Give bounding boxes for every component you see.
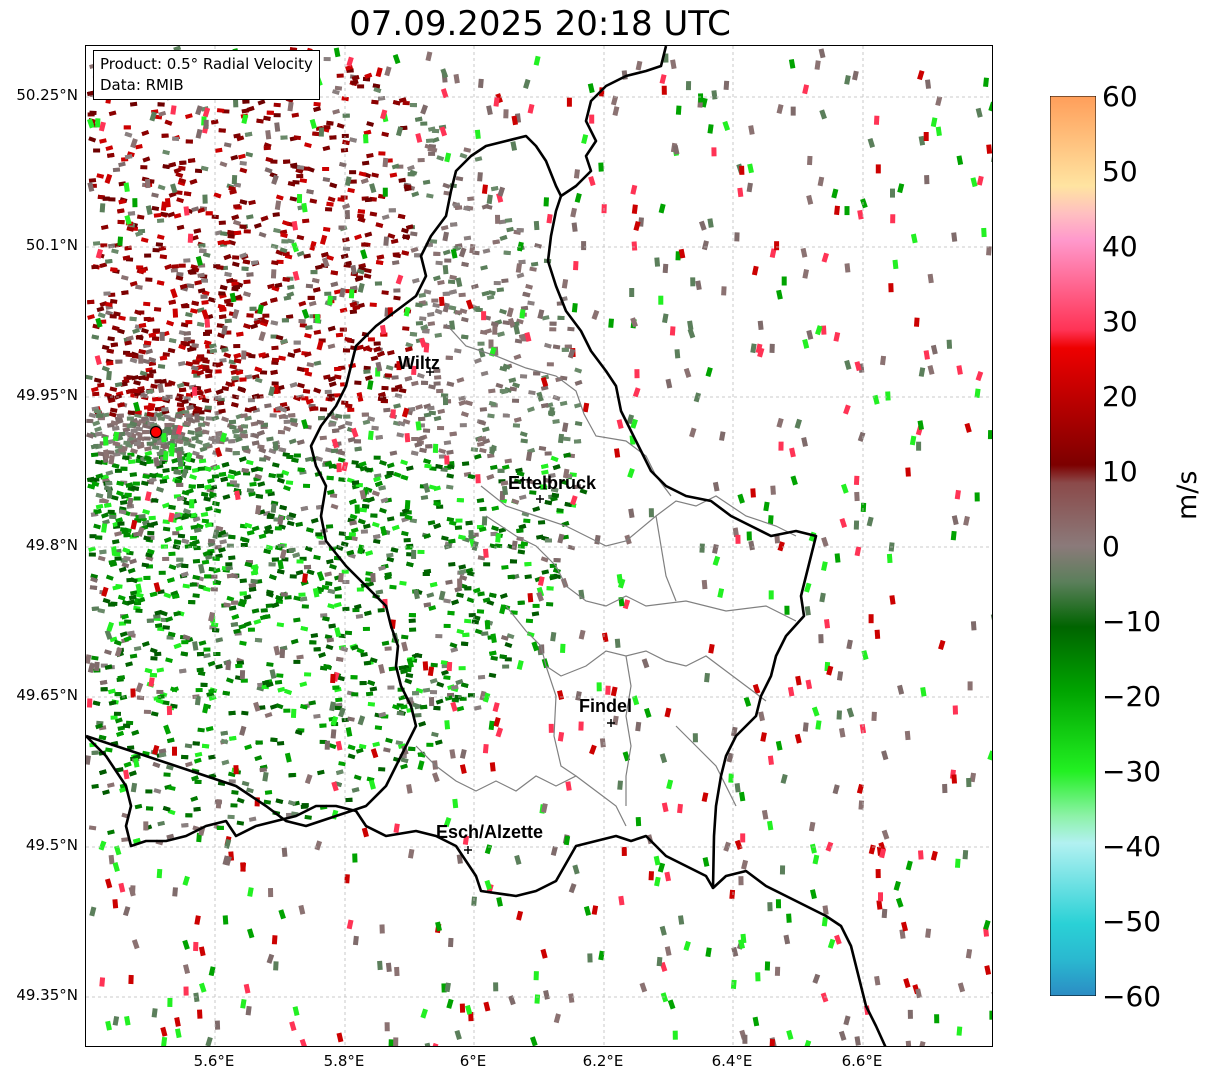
colorbar-tick: 30 bbox=[1102, 305, 1138, 338]
colorbar-tick: −30 bbox=[1102, 755, 1162, 788]
country-borders bbox=[86, 46, 887, 1046]
colorbar-tick: 20 bbox=[1102, 380, 1138, 413]
lat-tick-label: 50.1°N bbox=[25, 236, 78, 254]
lat-tick-label: 49.95°N bbox=[16, 386, 78, 404]
info-box: Product: 0.5° Radial Velocity Data: RMIB bbox=[93, 50, 320, 100]
data-source-label: Data: RMIB bbox=[100, 76, 184, 94]
colorbar-tick: −10 bbox=[1102, 605, 1162, 638]
colorbar-tick: 0 bbox=[1102, 530, 1120, 563]
radar-map[interactable]: Wiltz Ettelbruck Findel Esch/Alzette bbox=[85, 45, 993, 1047]
colorbar-tick: 60 bbox=[1102, 80, 1138, 113]
city-findel: Findel bbox=[579, 696, 632, 727]
lon-tick-label: 6°E bbox=[459, 1052, 487, 1070]
lat-tick-label: 50.25°N bbox=[16, 86, 78, 104]
map-title: 07.09.2025 20:18 UTC bbox=[349, 4, 731, 44]
city-label-ettelbruck: Ettelbruck bbox=[508, 473, 597, 493]
product-label: Product: 0.5° Radial Velocity bbox=[100, 55, 313, 73]
colorbar-tick: 50 bbox=[1102, 155, 1138, 188]
colorbar-tick: 10 bbox=[1102, 455, 1138, 488]
radar-site-marker bbox=[149, 425, 163, 439]
canton-boundaries bbox=[415, 323, 797, 827]
colorbar-tick: −40 bbox=[1102, 830, 1162, 863]
lat-tick-label: 49.65°N bbox=[16, 686, 78, 704]
city-label-esch-alzette: Esch/Alzette bbox=[436, 822, 543, 842]
city-ettelbruck: Ettelbruck bbox=[508, 473, 597, 503]
lat-tick-label: 49.35°N bbox=[16, 986, 78, 1004]
lon-tick-label: 6.6°E bbox=[841, 1052, 883, 1070]
colorbar-tick: 40 bbox=[1102, 230, 1138, 263]
colorbar-label: m/s bbox=[1172, 470, 1203, 520]
colorbar-tick: −60 bbox=[1102, 980, 1162, 1013]
colorbar-tick: −20 bbox=[1102, 680, 1162, 713]
lon-tick-label: 6.4°E bbox=[711, 1052, 753, 1070]
colorbar-tick: −50 bbox=[1102, 905, 1162, 938]
city-label-wiltz: Wiltz bbox=[398, 353, 440, 373]
city-label-findel: Findel bbox=[579, 696, 632, 716]
lat-tick-label: 49.5°N bbox=[25, 836, 78, 854]
grid-lines bbox=[86, 46, 992, 1046]
city-esch-alzette: Esch/Alzette bbox=[436, 822, 543, 854]
lon-tick-label: 6.2°E bbox=[582, 1052, 624, 1070]
colorbar bbox=[1050, 96, 1096, 996]
radar-map-canvas: Wiltz Ettelbruck Findel Esch/Alzette bbox=[86, 46, 992, 1046]
city-markers: Wiltz Ettelbruck Findel Esch/Alzette bbox=[398, 353, 632, 854]
city-wiltz: Wiltz bbox=[398, 353, 440, 376]
radar-echoes bbox=[86, 46, 992, 1046]
lat-tick-label: 49.8°N bbox=[25, 536, 78, 554]
lon-tick-label: 5.8°E bbox=[323, 1052, 365, 1070]
lon-tick-label: 5.6°E bbox=[193, 1052, 235, 1070]
